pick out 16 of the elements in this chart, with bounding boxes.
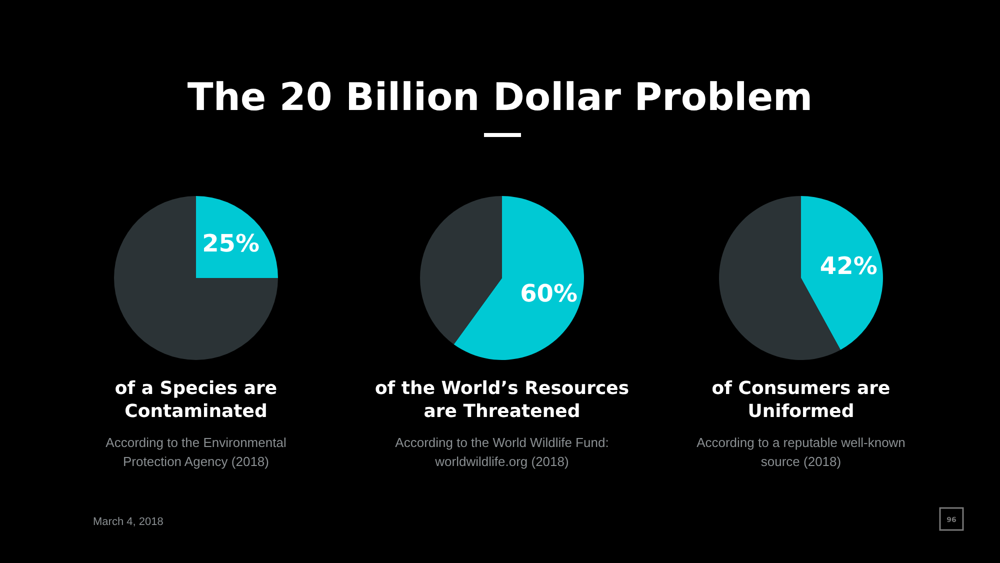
text: According to a reputable well-known source (2018) bbox=[696, 435, 906, 469]
pie-slice bbox=[196, 196, 278, 278]
pie-slice bbox=[801, 196, 883, 350]
text: of Consumers are Uniformed bbox=[712, 378, 890, 422]
data-label: 60% bbox=[520, 280, 578, 308]
text: According to the Environmental Protection Agency (2018) bbox=[106, 435, 286, 469]
pie-slice bbox=[114, 196, 278, 360]
pie-slice bbox=[454, 196, 584, 360]
text: of a Species are Contaminated bbox=[114, 378, 278, 422]
text: According to the World Wildlife Fund: worldwildlife.org (2018) bbox=[395, 435, 609, 469]
text: of the World’s Resources are Threatened bbox=[374, 378, 630, 422]
text: The 20 Billion Dollar Problem bbox=[187, 75, 813, 119]
text: March 4, 2018 bbox=[93, 516, 164, 528]
data-label: 42% bbox=[820, 252, 878, 280]
pie-slice bbox=[420, 196, 502, 344]
data-label: 25% bbox=[202, 230, 260, 258]
